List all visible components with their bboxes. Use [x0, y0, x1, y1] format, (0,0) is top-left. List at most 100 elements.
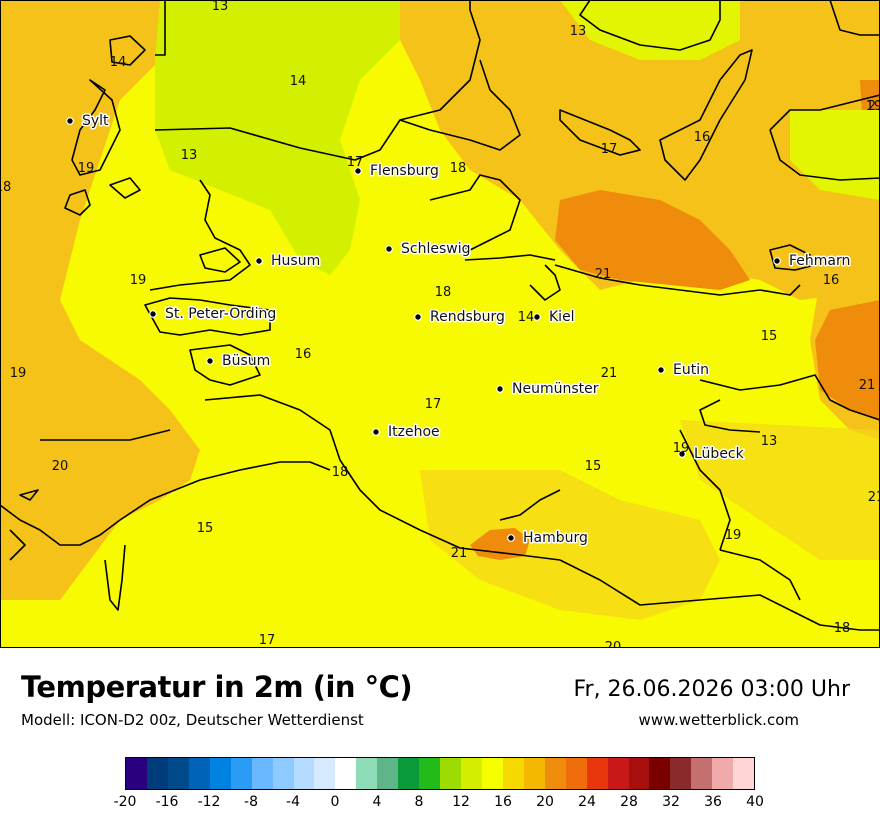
city-label: Flensburg — [370, 163, 439, 179]
temperature-zone-southeast — [680, 420, 880, 560]
legend-color-swatch — [586, 758, 608, 789]
legend-color-swatch — [293, 758, 315, 789]
legend-color-swatch — [502, 758, 524, 789]
temperature-label: 19 — [866, 99, 880, 114]
city-marker: Flensburg — [354, 162, 440, 181]
legend-tick-label: -20 — [113, 794, 137, 810]
temperature-label: 14 — [290, 74, 307, 89]
color-legend-ticks: -20 -16 -12 -8 -4 0 4 8 12 16 20 24 28 32 36 40 — [0, 794, 880, 814]
website-link[interactable]: www.wetterblick.com — [638, 711, 799, 729]
city-label: Lübeck — [694, 446, 745, 462]
city-label: Schleswig — [401, 241, 470, 257]
legend-tick-label: 16 — [494, 794, 512, 810]
city-label: Eutin — [673, 362, 709, 378]
legend-color-swatch — [167, 758, 189, 789]
legend-color-swatch — [230, 758, 252, 789]
temperature-zone-hamburg-hot — [470, 528, 530, 560]
legend-tick-label: 32 — [662, 794, 680, 810]
forecast-datetime: Fr, 26.06.2026 03:00 Uhr — [573, 677, 850, 702]
city-marker: Büsum — [206, 352, 272, 371]
temperature-label: 15 — [761, 329, 778, 344]
city-marker: Kiel — [533, 308, 576, 327]
city-label: Sylt — [82, 113, 109, 129]
temperature-zone-east-cool — [790, 110, 880, 200]
temperature-label: 13 — [181, 148, 198, 163]
legend-color-swatch — [272, 758, 294, 789]
legend-tick-label: 20 — [536, 794, 554, 810]
color-legend-bar — [125, 757, 755, 790]
legend-color-swatch — [440, 758, 461, 789]
legend-color-swatch — [565, 758, 587, 789]
temperature-label: 13 — [761, 434, 778, 449]
legend-tick-label: 36 — [704, 794, 722, 810]
temperature-zone-south — [420, 470, 720, 620]
temperature-label: 21 — [868, 99, 880, 114]
temperature-label: 21 — [859, 378, 876, 393]
city-label: Husum — [271, 253, 320, 269]
legend-color-swatch — [314, 758, 336, 789]
temperature-zone-baltic-hot — [555, 190, 750, 290]
legend-color-swatch — [607, 758, 629, 789]
temperature-label: 15 — [197, 521, 214, 536]
city-marker: Sylt — [66, 112, 111, 131]
temperature-label: 13 — [212, 0, 229, 14]
temperature-label: 16 — [694, 130, 711, 145]
city-marker: Schleswig — [385, 240, 472, 259]
legend-color-swatch — [481, 758, 503, 789]
city-label: Hamburg — [523, 530, 588, 546]
city-label: Neumünster — [512, 381, 599, 397]
temperature-label: 16 — [823, 273, 840, 288]
temperature-labels: 13 14 14 13 13 17 18 19 18 16 17 19 19 1… — [0, 0, 880, 648]
temperature-label: 19 — [725, 528, 742, 543]
temperature-label: 21 — [595, 267, 612, 282]
legend-color-swatch — [461, 758, 482, 789]
temperature-label: 21 — [451, 546, 468, 561]
legend-color-swatch — [356, 758, 378, 789]
legend-color-swatch — [544, 758, 566, 789]
city-marker: Neumünster — [496, 380, 600, 399]
city-label: St. Peter-Ording — [165, 306, 276, 322]
city-label: Fehmarn — [789, 253, 850, 269]
legend-color-swatch — [146, 758, 168, 789]
temperature-label: 17 — [425, 397, 442, 412]
legend-color-swatch — [251, 758, 273, 789]
temperature-label: 18 — [450, 161, 467, 176]
temperature-label: 20 — [605, 640, 622, 648]
legend-color-swatch — [712, 758, 734, 789]
temperature-label: 21 — [868, 490, 880, 505]
legend-color-swatch — [649, 758, 671, 789]
temperature-label: 15 — [585, 459, 602, 474]
legend-tick-label: 0 — [330, 794, 340, 810]
page-title: Temperatur in 2m (in °C) — [21, 670, 413, 704]
temperature-zone-west — [0, 0, 200, 600]
city-marker: Rendsburg — [414, 308, 506, 327]
city-marker: Eutin — [657, 361, 710, 380]
temperature-label: 17 — [601, 142, 618, 157]
legend-color-swatch — [398, 758, 420, 789]
legend-tick-label: 8 — [414, 794, 424, 810]
legend-color-swatch — [188, 758, 210, 789]
city-label: Büsum — [222, 353, 270, 369]
city-marker: Itzehoe — [372, 423, 441, 442]
temperature-label: 14 — [110, 55, 127, 70]
city-markers: Sylt Flensburg Schleswig Husum St. Peter… — [66, 112, 852, 548]
legend-tick-label: -12 — [197, 794, 221, 810]
legend-tick-label: -4 — [286, 794, 300, 810]
legend-color-swatch — [628, 758, 650, 789]
temperature-zone-east-hot — [815, 300, 880, 420]
temperature-label: 18 — [0, 180, 11, 195]
temperature-map: Sylt Flensburg Schleswig Husum St. Peter… — [0, 0, 880, 648]
legend-tick-label: -8 — [244, 794, 258, 810]
temperature-label: 18 — [332, 465, 349, 480]
legend-color-swatch — [377, 758, 399, 789]
model-subtitle: Modell: ICON-D2 00z, Deutscher Wetterdie… — [21, 711, 364, 729]
city-marker: Hamburg — [507, 529, 589, 548]
legend-color-swatch — [419, 758, 441, 789]
temperature-label: 17 — [259, 633, 276, 648]
legend-color-swatch — [209, 758, 231, 789]
legend-color-swatch — [670, 758, 692, 789]
temperature-label: 18 — [435, 285, 452, 300]
legend-color-swatch — [126, 758, 147, 789]
legend-color-swatch — [523, 758, 545, 789]
temperature-label: 17 — [347, 155, 364, 170]
